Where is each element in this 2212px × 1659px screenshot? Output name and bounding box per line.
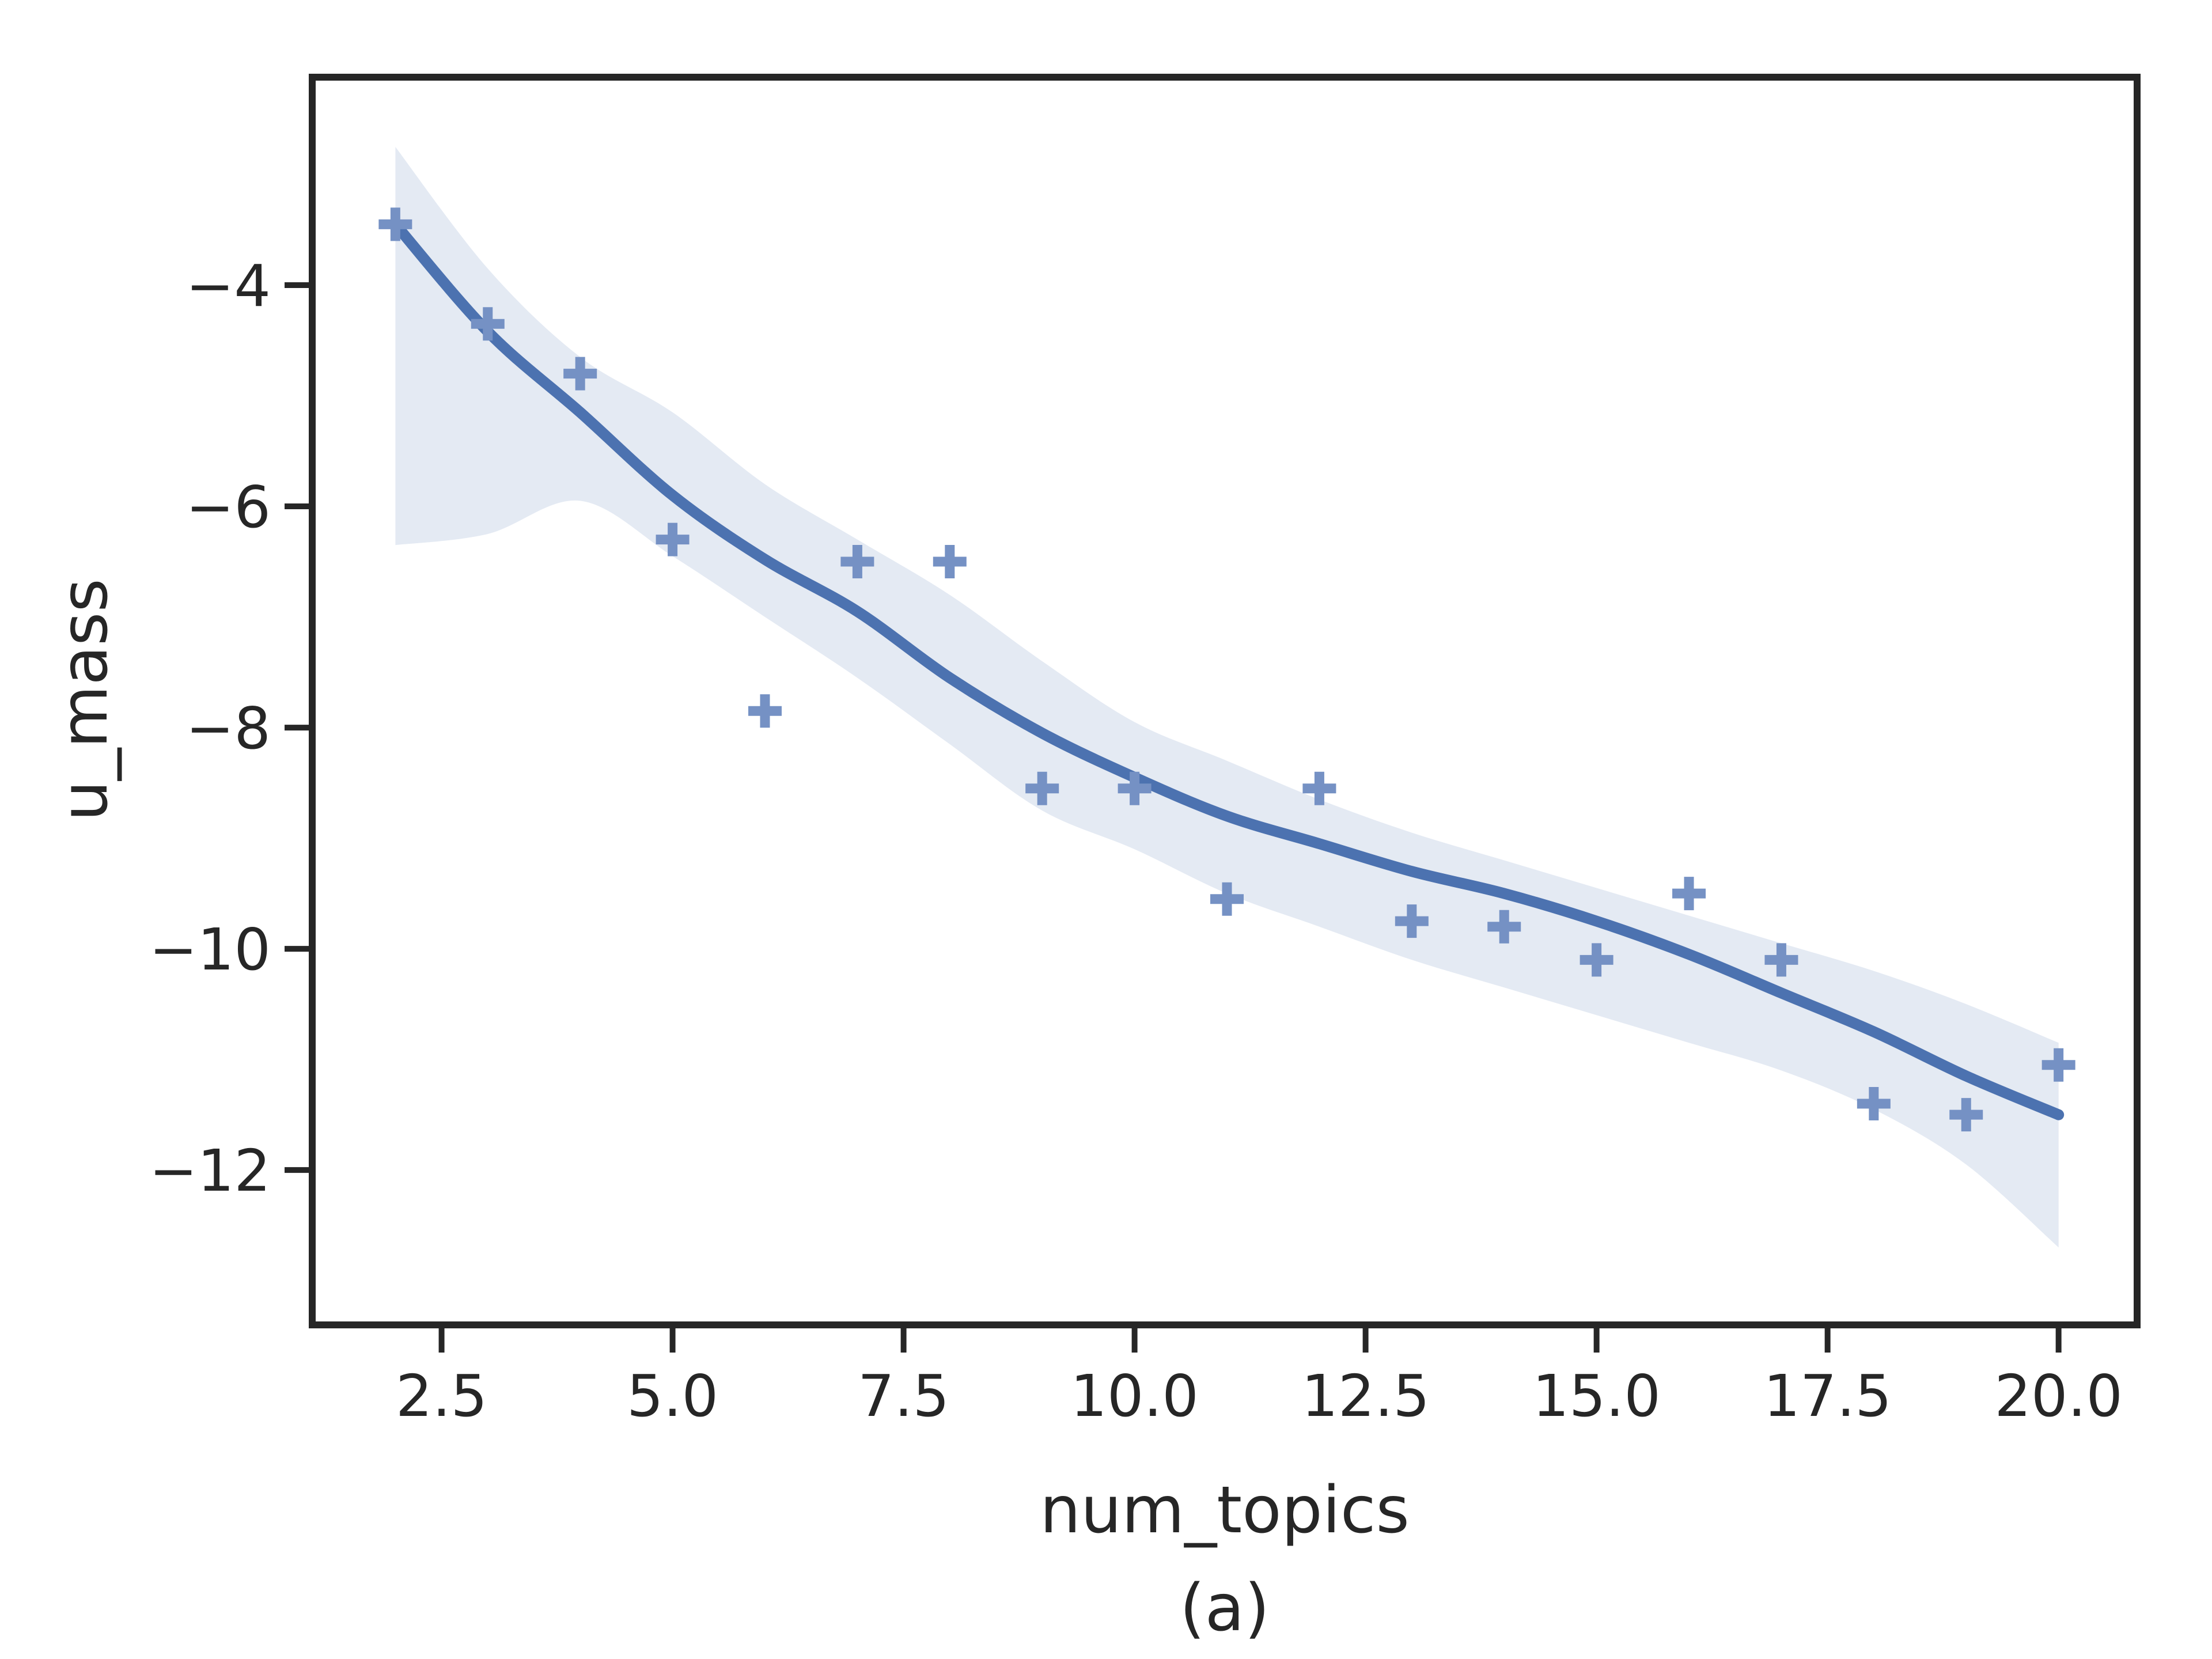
scatter-marker [656,522,690,556]
scatter-marker [840,545,874,579]
scatter-marker [563,357,597,391]
x-tick-label: 20.0 [1994,1362,2123,1430]
x-tick-label: 10.0 [1070,1362,1199,1430]
x-tick-label: 17.5 [1763,1362,1892,1430]
x-tick-label: 12.5 [1301,1362,1430,1430]
y-tick-label: −12 [149,1137,271,1205]
scatter-marker [1857,1086,1891,1120]
scatter-marker [748,694,782,728]
scatter-marker [1025,771,1059,805]
regression-line [389,218,2065,1120]
x-tick-label: 5.0 [627,1362,718,1430]
scatter-marker [1949,1098,1983,1132]
y-tick-label: −4 [186,252,271,320]
y-tick-label: −8 [186,695,271,762]
x-tick-label: 2.5 [396,1362,487,1430]
scatter-marker [1210,882,1244,916]
y-tick-label: −6 [186,474,271,541]
confidence-band [395,147,2059,1248]
scatter-markers [378,207,2075,1132]
subplot-caption: (a) [1180,1571,1270,1646]
plot-border-rect [309,74,2141,1328]
confidence-band-area [395,147,2059,1248]
scatter-marker [1302,771,1336,805]
y-tick-label: −10 [149,916,271,983]
scatter-marker [378,207,412,241]
scatter-marker [1395,904,1429,938]
scatter-marker [933,545,967,579]
scatter-marker [471,307,505,341]
scatter-marker [1487,910,1521,944]
x-tick-label: 15.0 [1532,1362,1661,1430]
x-tick-label: 7.5 [858,1362,949,1430]
x-axis: 2.5 5.0 7.5 10.0 12.5 15.0 17.5 20.0 [396,1328,2123,1430]
x-axis-label: num_topics [1040,1473,1410,1548]
scatter-marker [1764,943,1798,977]
scatter-marker [1672,877,1706,911]
plot-border [309,74,2141,1328]
scatter-marker [2041,1048,2075,1082]
scatter-marker [1118,771,1152,805]
regression-line-path [389,218,2065,1120]
scatter-marker [1580,943,1613,977]
y-axis: −4 −6 −8 −10 −12 [149,252,309,1205]
y-axis-label: u_mass [47,578,122,821]
